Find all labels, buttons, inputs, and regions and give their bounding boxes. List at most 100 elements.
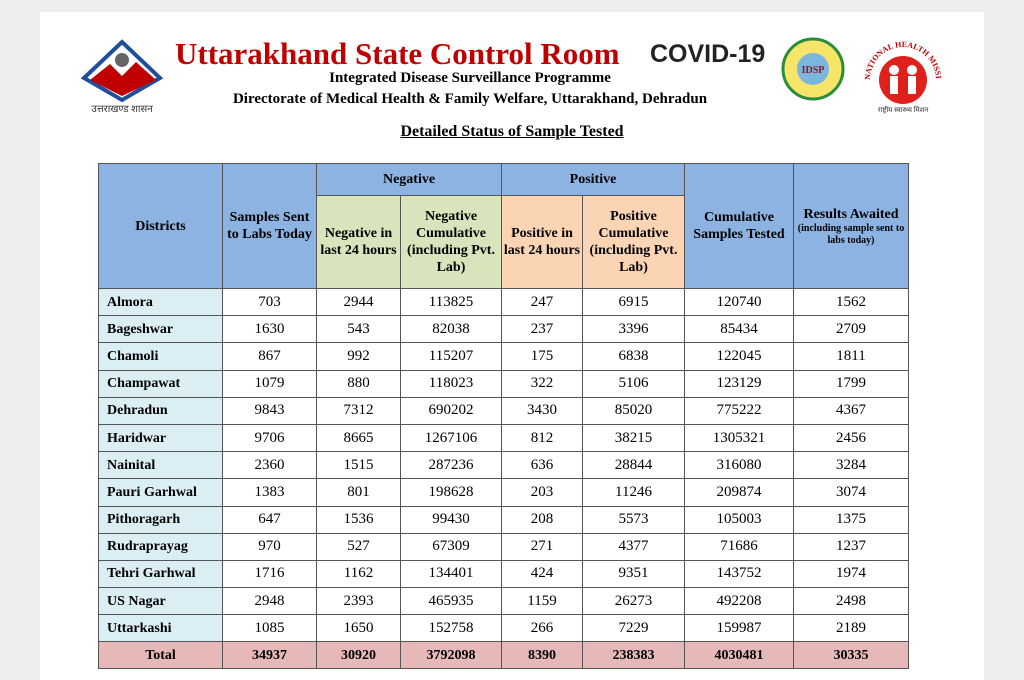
value-cell: 1267106 — [400, 423, 502, 453]
value-cell: 1162 — [316, 559, 401, 589]
value-cell: 9351 — [582, 559, 685, 589]
value-cell: 203 — [501, 478, 583, 507]
value-cell: 82038 — [400, 315, 502, 344]
value-cell: 6915 — [582, 287, 685, 317]
value-cell: 1159 — [501, 587, 583, 616]
value-cell: 30335 — [793, 641, 909, 670]
value-cell: 266 — [501, 614, 583, 643]
district-cell: Pithoragarh — [98, 505, 223, 534]
value-cell: 4367 — [793, 396, 909, 425]
table-row: Pithoragarh 647 1536 99430 208 5573 105003 1375 — [98, 505, 909, 534]
value-cell: 1375 — [793, 505, 909, 534]
value-cell: 316080 — [684, 451, 794, 480]
nhm-hindi: राष्ट्रीय स्वास्थ्य मिशन — [878, 105, 929, 114]
header-cell: Negative Cumulative (including Pvt. Lab) — [400, 195, 502, 289]
district-cell: Total — [98, 641, 223, 670]
value-cell: 11246 — [582, 478, 685, 507]
value-cell: 1237 — [793, 532, 909, 561]
value-cell: 465935 — [400, 587, 502, 616]
value-cell: 2360 — [222, 451, 317, 480]
value-cell: 970 — [222, 532, 317, 561]
value-cell: 8390 — [501, 641, 583, 670]
value-cell: 85434 — [684, 315, 794, 344]
table-row: Champawat 1079 880 118023 322 5106 123129 1799 — [98, 369, 909, 398]
value-cell: 159987 — [684, 614, 794, 643]
table-row: Almora 703 2944 113825 247 6915 120740 1562 — [98, 287, 909, 317]
header-text: Results Awaited — [803, 206, 899, 222]
header-cell: Negative — [316, 163, 502, 196]
value-cell: 880 — [316, 369, 401, 398]
table-row: Nainital 2360 1515 287236 636 28844 316080 3284 — [98, 451, 909, 480]
value-cell: 2709 — [793, 315, 909, 344]
value-cell: 543 — [316, 315, 401, 344]
idsp-logo: IDSP — [781, 37, 845, 101]
district-cell: US Nagar — [98, 587, 223, 616]
value-cell: 1305321 — [684, 423, 794, 453]
value-cell: 8665 — [316, 423, 401, 453]
value-cell: 2189 — [793, 614, 909, 643]
nhm-logo: NATIONAL HEALTH MISSION राष्ट्रीय स्वास्… — [858, 32, 943, 114]
district-cell: Bageshwar — [98, 315, 223, 344]
value-cell: 30920 — [316, 641, 401, 670]
value-cell: 647 — [222, 505, 317, 534]
value-cell: 115207 — [400, 342, 502, 371]
value-cell: 38215 — [582, 423, 685, 453]
value-cell: 527 — [316, 532, 401, 561]
value-cell: 3284 — [793, 451, 909, 480]
district-cell: Rudraprayag — [98, 532, 223, 561]
table-row: Pauri Garhwal 1383 801 198628 203 11246 209874… — [98, 478, 909, 507]
value-cell: 1085 — [222, 614, 317, 643]
document: उत्तराखण्ड शासन Uttarakhand State Contro… — [40, 12, 984, 680]
value-cell: 1974 — [793, 559, 909, 589]
value-cell: 1562 — [793, 287, 909, 317]
value-cell: 636 — [501, 451, 583, 480]
value-cell: 1536 — [316, 505, 401, 534]
value-cell: 775222 — [684, 396, 794, 425]
value-cell: 26273 — [582, 587, 685, 616]
value-cell: 34937 — [222, 641, 317, 670]
value-cell: 2456 — [793, 423, 909, 453]
govt-logo-text: उत्तराखण्ड शासन — [91, 104, 153, 114]
district-cell: Chamoli — [98, 342, 223, 371]
table-row: Chamoli 867 992 115207 175 6838 122045 1811 — [98, 342, 909, 371]
header-cell: Samples Sent to Labs Today — [222, 163, 317, 289]
value-cell: 99430 — [400, 505, 502, 534]
value-cell: 118023 — [400, 369, 502, 398]
value-cell: 1079 — [222, 369, 317, 398]
value-cell: 703 — [222, 287, 317, 317]
district-cell: Almora — [98, 287, 223, 317]
value-cell: 492208 — [684, 587, 794, 616]
table-caption: Detailed Status of Sample Tested — [400, 123, 624, 140]
header-cell: Negative in last 24 hours — [316, 195, 401, 289]
value-cell: 85020 — [582, 396, 685, 425]
district-cell: Dehradun — [98, 396, 223, 425]
table-row: Tehri Garhwal 1716 1162 134401 424 9351 143752… — [98, 559, 909, 589]
value-cell: 208 — [501, 505, 583, 534]
title: Uttarakhand State Control Room — [175, 36, 620, 71]
value-cell: 322 — [501, 369, 583, 398]
value-cell: 28844 — [582, 451, 685, 480]
district-cell: Champawat — [98, 369, 223, 398]
table-row: US Nagar 2948 2393 465935 1159 26273 492208 249… — [98, 587, 909, 616]
value-cell: 3396 — [582, 315, 685, 344]
value-cell: 287236 — [400, 451, 502, 480]
header-cell: Cumulative Samples Tested — [684, 163, 794, 289]
district-cell: Tehri Garhwal — [98, 559, 223, 589]
value-cell: 7312 — [316, 396, 401, 425]
value-cell: 120740 — [684, 287, 794, 317]
header-cell: Positive — [501, 163, 685, 196]
table-row: Dehradun 9843 7312 690202 3430 85020 775222 436… — [98, 396, 909, 425]
value-cell: 2944 — [316, 287, 401, 317]
value-cell: 152758 — [400, 614, 502, 643]
value-cell: 992 — [316, 342, 401, 371]
value-cell: 2498 — [793, 587, 909, 616]
idsp-label: IDSP — [802, 65, 825, 76]
value-cell: 1383 — [222, 478, 317, 507]
value-cell: 1630 — [222, 315, 317, 344]
value-cell: 1650 — [316, 614, 401, 643]
value-cell: 9706 — [222, 423, 317, 453]
covid-logo: COVID-19 — [650, 40, 766, 68]
value-cell: 198628 — [400, 478, 502, 507]
table-row: Rudraprayag 970 527 67309 271 4377 71686 1237 — [98, 532, 909, 561]
value-cell: 4377 — [582, 532, 685, 561]
